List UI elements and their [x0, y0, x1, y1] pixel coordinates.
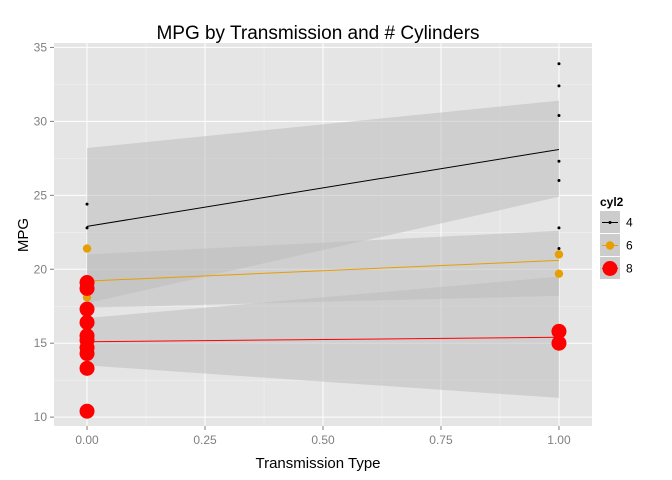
legend-label-4: 4: [626, 216, 633, 230]
chart-title: MPG by Transmission and # Cylinders: [156, 23, 479, 44]
legend: cyl2 4 6 8: [600, 195, 633, 279]
data-point-4: [557, 159, 561, 163]
legend-marker-8: [602, 261, 618, 276]
data-point-8: [79, 314, 95, 330]
data-point-8: [551, 335, 567, 351]
data-point-4: [557, 179, 561, 183]
legend-label-8: 8: [626, 262, 633, 276]
fit-lines: [86, 148, 560, 343]
legend-label-6: 6: [626, 239, 633, 253]
y-tick-label: 25: [34, 188, 48, 202]
x-tick-label: 0.50: [311, 433, 335, 447]
data-point-4: [557, 113, 561, 117]
y-tick-label: 35: [34, 40, 48, 54]
fit-line-6: [87, 259, 559, 282]
data-points: [79, 62, 567, 419]
confidence-band-8: [87, 276, 559, 398]
x-axis-title: Transmission Type: [255, 455, 380, 472]
fit-line-8: [87, 336, 559, 343]
data-point-6: [554, 269, 564, 278]
legend-title: cyl2: [600, 195, 624, 209]
x-tick-label: 0.75: [429, 433, 453, 447]
fit-line-4: [86, 148, 560, 227]
y-axis-title: MPG: [15, 218, 32, 252]
data-point-4: [557, 226, 561, 230]
data-point-4: [85, 226, 89, 230]
legend-marker-4: [608, 221, 612, 224]
x-tick-label: 1.00: [547, 433, 571, 447]
data-point-8: [551, 323, 567, 339]
data-point-4: [557, 62, 561, 66]
legend-marker-6: [605, 241, 615, 250]
data-point-4: [557, 84, 561, 88]
data-point-8: [79, 360, 95, 376]
x-tick-label: 0.00: [75, 433, 99, 447]
y-tick-label: 30: [34, 114, 48, 128]
data-point-8: [79, 403, 95, 419]
data-point-8: [79, 301, 95, 317]
y-tick-label: 10: [34, 410, 48, 424]
data-point-6: [554, 250, 564, 259]
data-point-6: [82, 244, 92, 253]
y-tick-label: 15: [34, 336, 48, 350]
data-point-4: [85, 202, 89, 206]
x-axis-ticks: 0.00 0.25 0.50 0.75 1.00: [75, 426, 571, 447]
x-tick-label: 0.25: [193, 433, 217, 447]
y-tick-label: 20: [34, 262, 48, 276]
y-axis-ticks: 10 15 20 25 30 35: [34, 40, 54, 424]
data-point-8: [79, 280, 95, 296]
data-point-4: [557, 247, 561, 251]
data-point-8: [79, 346, 95, 362]
confidence-bands: [87, 100, 559, 398]
